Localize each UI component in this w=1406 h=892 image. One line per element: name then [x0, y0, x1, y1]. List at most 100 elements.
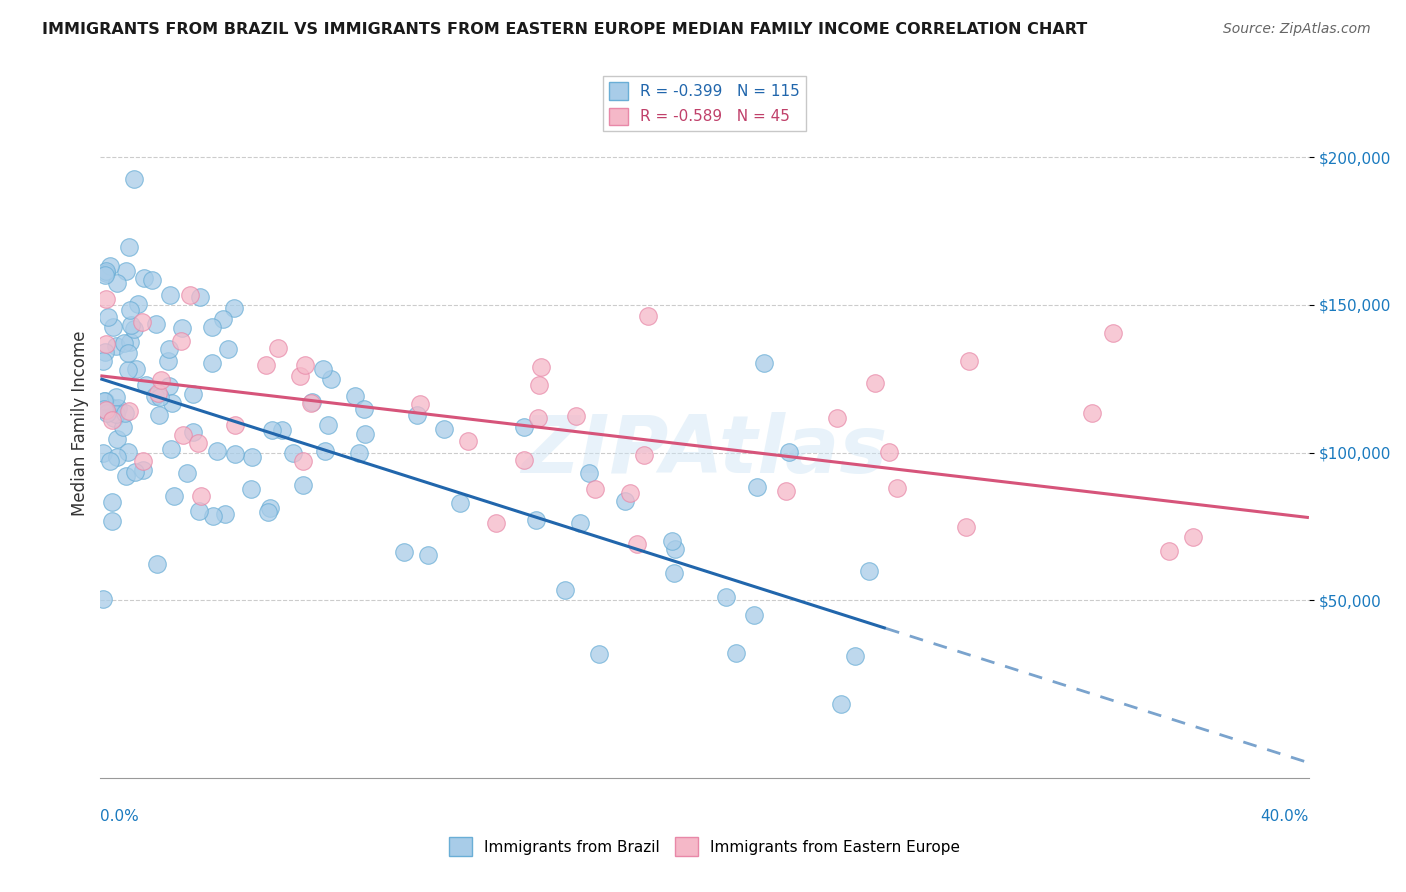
Point — [190, 489, 212, 503]
Text: 0.0%: 0.0% — [100, 809, 139, 824]
Point — [145, 557, 167, 571]
Point — [959, 353, 981, 368]
Point — [485, 516, 508, 530]
Point — [157, 379, 180, 393]
Text: IMMIGRANTS FROM BRAZIL VS IMMIGRANTS FROM EASTERN EUROPE MEDIAN FAMILY INCOME CO: IMMIGRANTS FROM BRAZIL VS IMMIGRANTS FRO… — [42, 22, 1087, 37]
Point — [135, 377, 157, 392]
Point — [416, 548, 439, 562]
Point — [527, 377, 550, 392]
Point — [343, 389, 366, 403]
Point — [150, 373, 173, 387]
Point — [98, 453, 121, 467]
Point — [449, 496, 471, 510]
Point — [955, 520, 977, 534]
Point — [183, 425, 205, 440]
Point — [316, 417, 339, 432]
Point — [301, 394, 323, 409]
Point — [111, 419, 134, 434]
Point — [101, 401, 124, 416]
Point — [406, 408, 429, 422]
Point — [93, 592, 115, 607]
Text: ZIPAtlas: ZIPAtlas — [522, 412, 887, 491]
Point — [626, 537, 648, 551]
Point — [97, 310, 120, 325]
Point — [117, 239, 139, 253]
Point — [188, 290, 211, 304]
Point — [457, 434, 479, 449]
Point — [112, 335, 135, 350]
Point — [526, 411, 548, 425]
Point — [205, 444, 228, 458]
Point — [752, 356, 775, 370]
Point — [146, 386, 169, 401]
Point — [294, 358, 316, 372]
Point — [583, 482, 606, 496]
Point — [96, 264, 118, 278]
Point — [778, 444, 800, 458]
Legend: R = -0.399   N = 115, R = -0.589   N = 45: R = -0.399 N = 115, R = -0.589 N = 45 — [603, 76, 806, 131]
Point — [172, 321, 194, 335]
Point — [588, 647, 610, 661]
Point — [664, 542, 686, 557]
Point — [565, 409, 588, 423]
Point — [120, 335, 142, 350]
Point — [160, 396, 183, 410]
Point — [775, 484, 797, 499]
Point — [143, 389, 166, 403]
Point — [101, 320, 124, 334]
Point — [98, 259, 121, 273]
Point — [830, 697, 852, 711]
Point — [157, 343, 180, 357]
Point — [254, 359, 277, 373]
Point — [314, 443, 336, 458]
Point — [262, 423, 284, 437]
Point — [172, 427, 194, 442]
Point — [163, 489, 186, 503]
Point — [714, 591, 737, 605]
Point — [127, 297, 149, 311]
Point — [176, 466, 198, 480]
Point — [94, 345, 117, 359]
Point — [267, 341, 290, 355]
Point — [100, 514, 122, 528]
Point — [103, 411, 125, 425]
Point — [633, 448, 655, 462]
Point — [619, 486, 641, 500]
Point — [353, 401, 375, 416]
Point — [214, 507, 236, 521]
Point — [409, 397, 432, 411]
Point — [107, 401, 129, 416]
Point — [104, 390, 127, 404]
Point — [291, 478, 314, 492]
Point — [554, 583, 576, 598]
Point — [217, 342, 239, 356]
Point — [134, 271, 156, 285]
Point — [392, 544, 415, 558]
Point — [664, 566, 686, 580]
Point — [125, 361, 148, 376]
Point — [93, 394, 115, 409]
Point — [124, 465, 146, 479]
Point — [159, 288, 181, 302]
Point — [117, 444, 139, 458]
Point — [578, 466, 600, 480]
Point — [292, 453, 315, 467]
Point — [122, 172, 145, 186]
Point — [827, 411, 849, 425]
Point — [239, 482, 262, 496]
Point — [725, 646, 748, 660]
Point — [745, 480, 768, 494]
Point — [145, 317, 167, 331]
Point — [94, 268, 117, 283]
Y-axis label: Median Family Income: Median Family Income — [72, 330, 89, 516]
Point — [224, 417, 246, 432]
Point — [312, 361, 335, 376]
Point — [93, 354, 115, 368]
Point — [524, 513, 547, 527]
Point — [844, 648, 866, 663]
Point — [101, 413, 124, 427]
Point — [613, 493, 636, 508]
Point — [742, 607, 765, 622]
Point — [858, 564, 880, 578]
Point — [96, 406, 118, 420]
